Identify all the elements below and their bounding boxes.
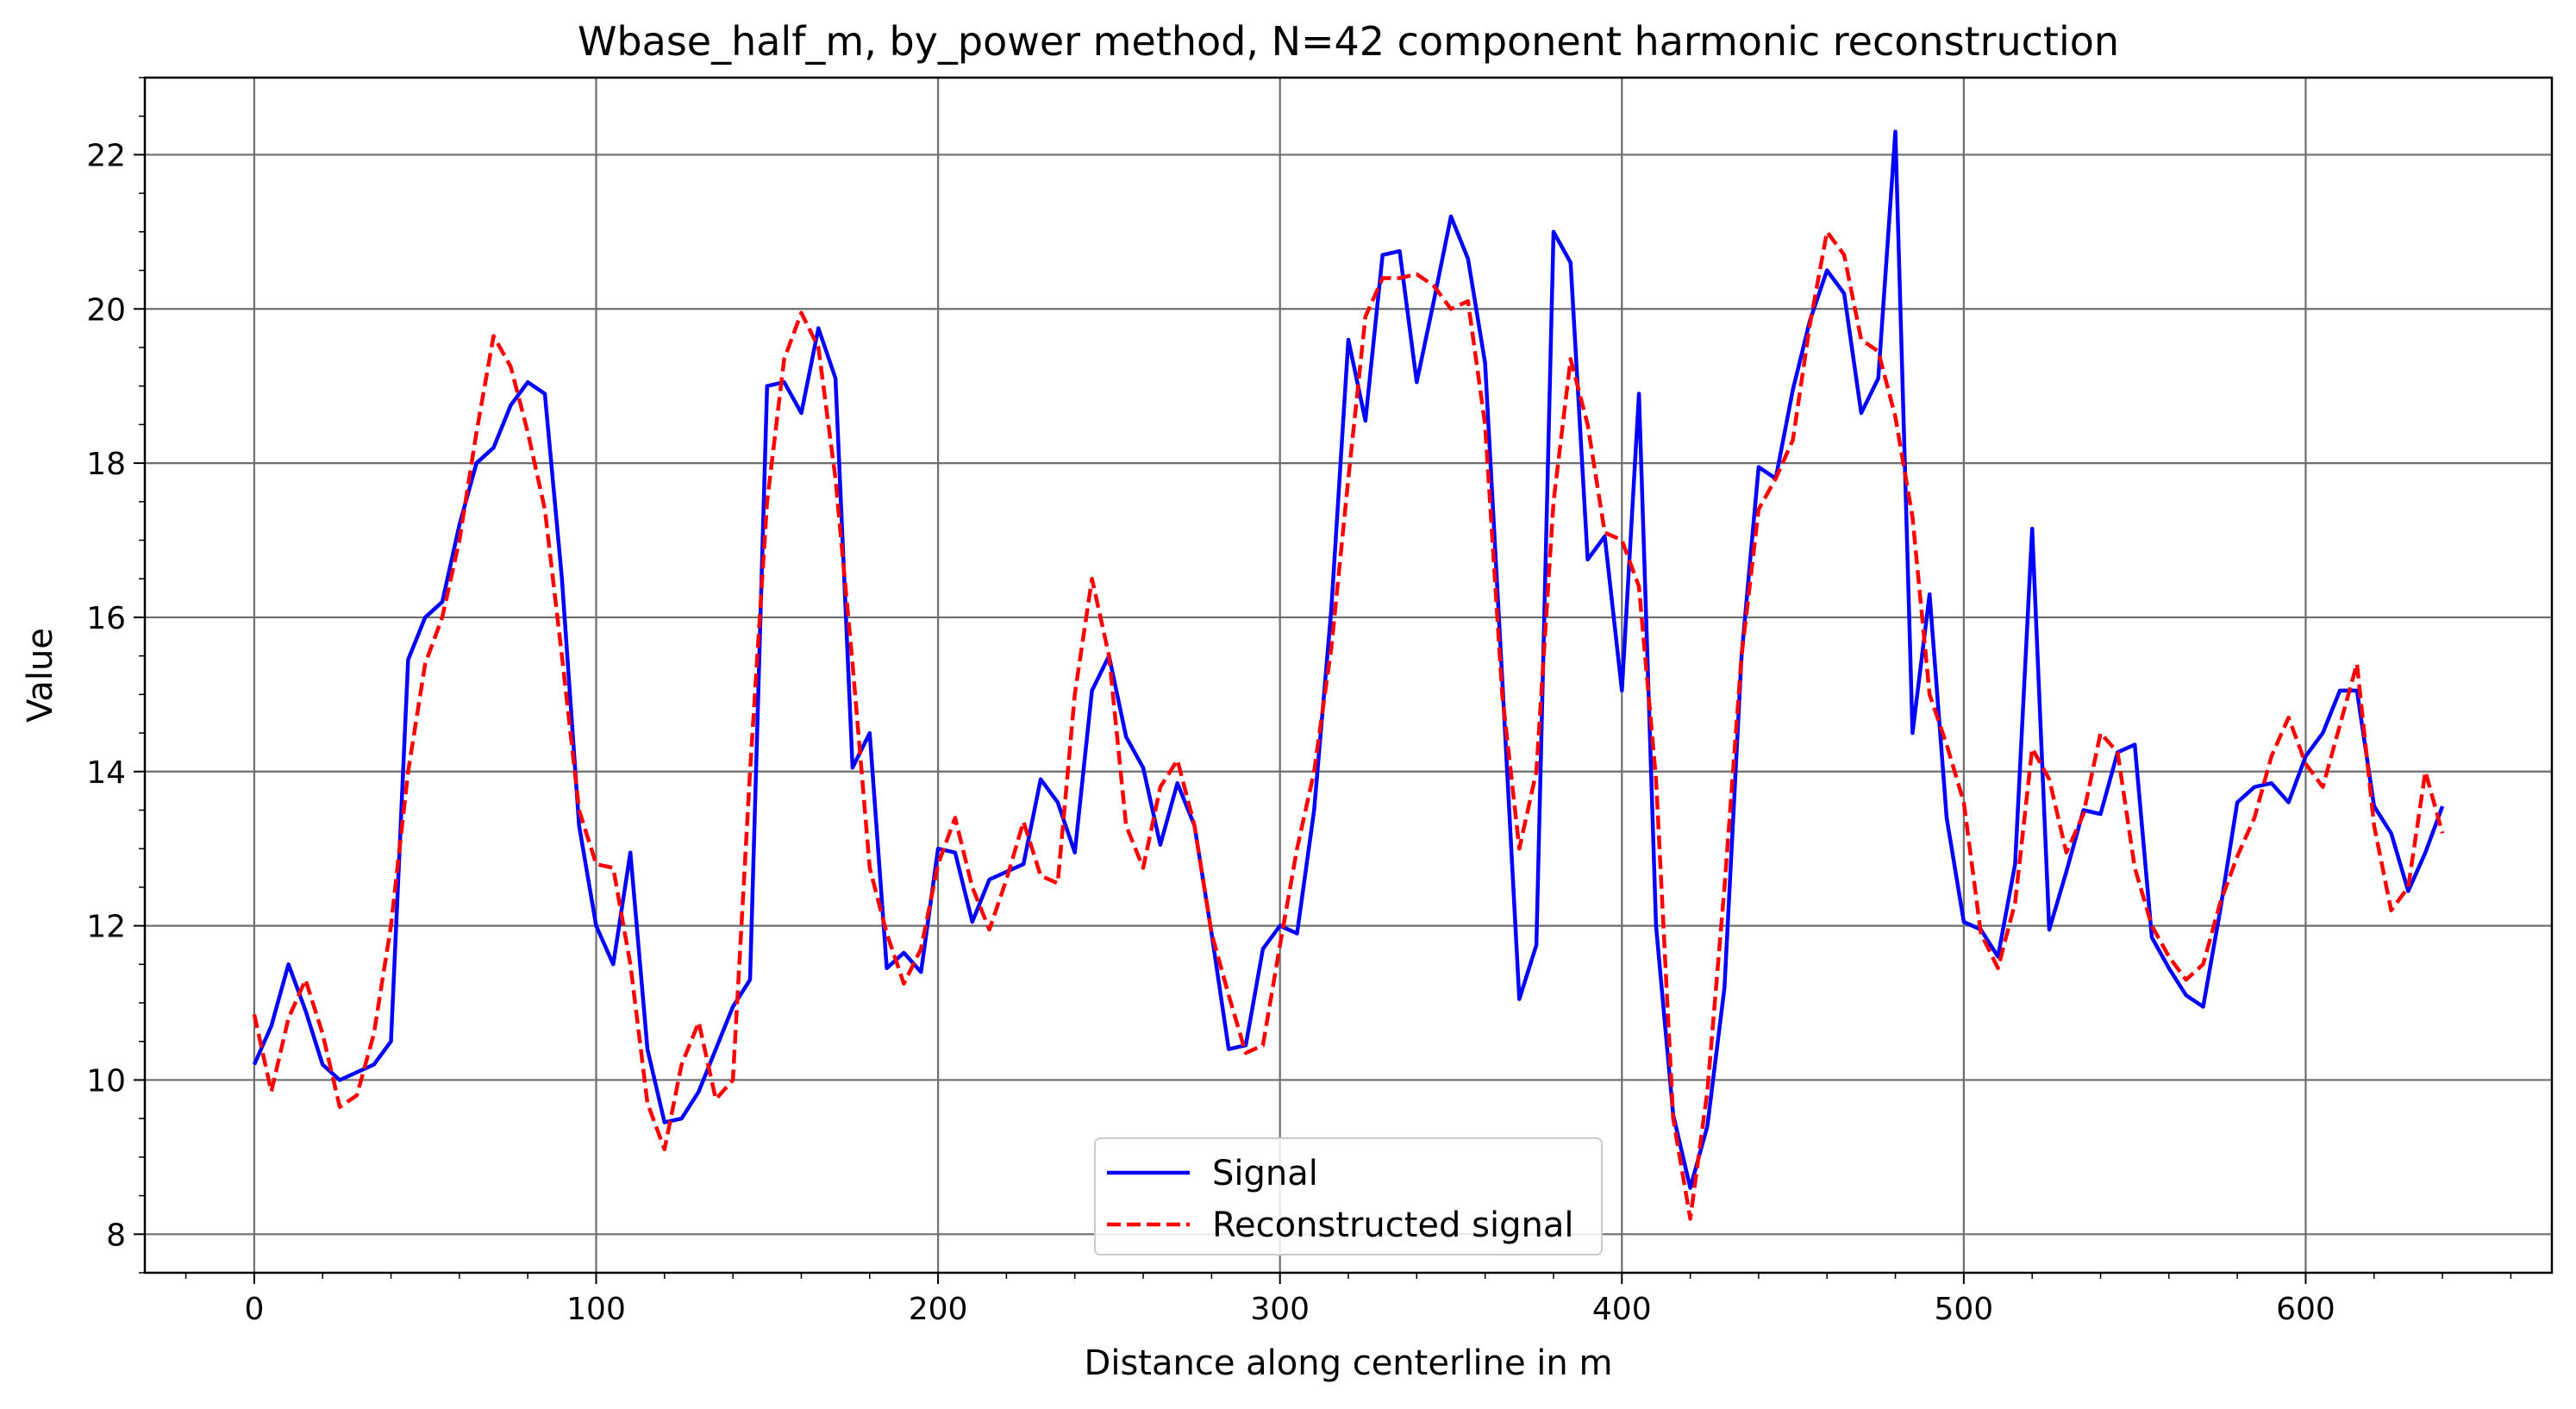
legend: Signal Reconstructed signal [1094, 1137, 1603, 1256]
y-tick-label: 8 [106, 1218, 126, 1253]
x-tick-label: 200 [909, 1292, 968, 1327]
legend-label-reconstructed-signal: Reconstructed signal [1212, 1205, 1573, 1245]
x-tick-label: 100 [566, 1292, 626, 1327]
series-line-reconstructed-signal [252, 229, 2445, 1221]
legend-box [1094, 1137, 1603, 1256]
y-tick-label: 16 [86, 601, 126, 636]
chart-title: Wbase_half_m, by_power method, N=42 comp… [578, 18, 2119, 65]
x-tick-label: 500 [1935, 1292, 1994, 1327]
series-lines [252, 129, 2445, 1221]
x-tick-label: 400 [1592, 1292, 1652, 1327]
y-tick-label: 12 [86, 910, 126, 945]
y-tick-label: 14 [86, 755, 126, 791]
x-tick-label: 0 [244, 1292, 264, 1327]
x-tick-label: 600 [2276, 1292, 2335, 1327]
y-tick-label: 20 [86, 292, 126, 328]
y-axis-label: Value [21, 628, 60, 723]
x-tick-label: 300 [1250, 1292, 1310, 1327]
legend-label-signal: Signal [1212, 1154, 1318, 1193]
axis-ticks: 0 100 200 300 400 500 600 8 10 12 14 16 18 20 22 [86, 77, 2512, 1327]
y-tick-label: 22 [86, 138, 126, 173]
y-tick-label: 18 [86, 447, 126, 482]
x-axis-label: Distance along centerline in m [1085, 1343, 1613, 1383]
y-tick-label: 10 [86, 1063, 126, 1099]
